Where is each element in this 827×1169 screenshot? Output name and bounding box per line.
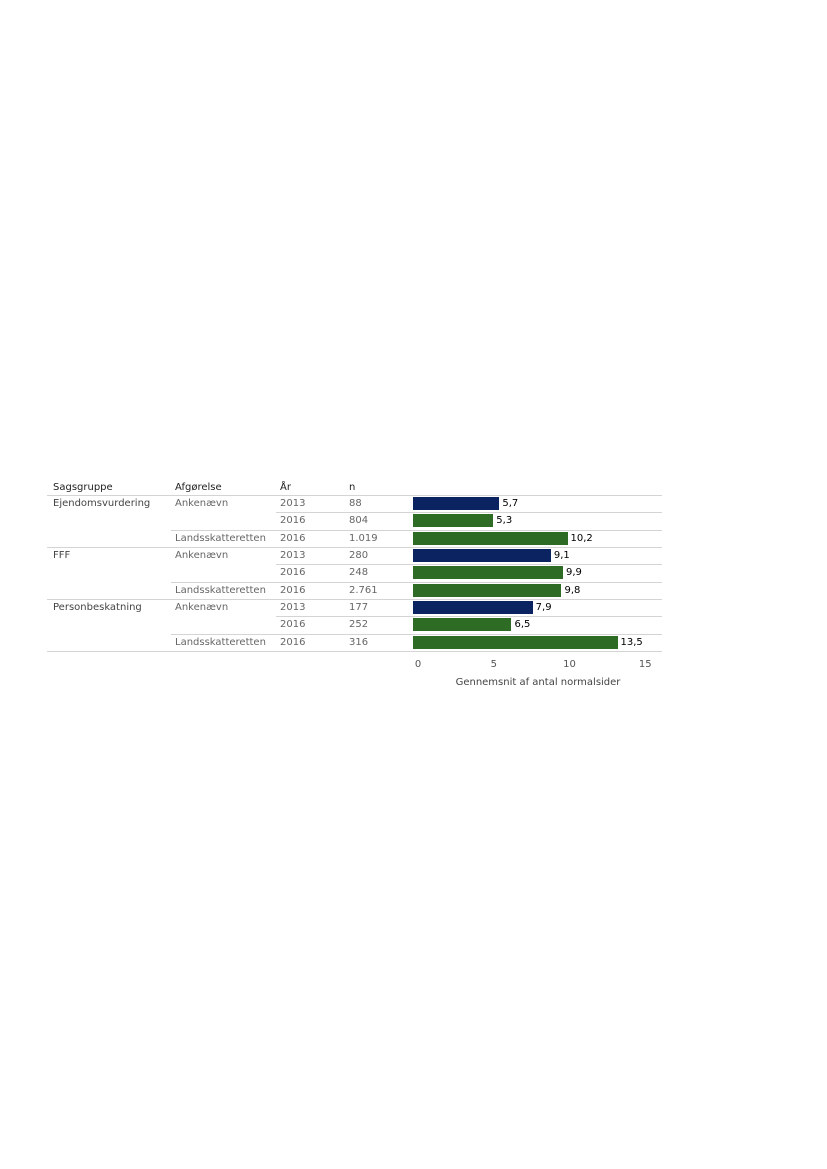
cell-decision: Ankenævn <box>175 498 229 509</box>
header-afgoerelse: Afgørelse <box>175 482 222 493</box>
data-label: 13,5 <box>620 636 643 648</box>
row-separator <box>171 581 662 583</box>
cell-year: 2016 <box>280 567 306 579</box>
cell-year: 2016 <box>280 532 306 544</box>
data-label: 7,9 <box>535 602 552 614</box>
cell-n: 804 <box>349 515 369 527</box>
bar <box>413 531 568 545</box>
row-separator <box>276 564 662 566</box>
cell-decision: Ankenævn <box>175 602 229 614</box>
bar <box>413 601 533 615</box>
cell-decision: Landsskatteretten <box>175 584 266 596</box>
cell-group: Personbeskatning <box>53 602 142 614</box>
row-separator <box>47 547 662 549</box>
bar <box>413 514 494 528</box>
bar <box>413 635 618 649</box>
bar <box>413 583 562 597</box>
cell-n: 2.761 <box>349 584 378 596</box>
cell-n: 88 <box>349 498 362 509</box>
cell-decision: Landsskatteretten <box>175 636 266 648</box>
data-label: 5,7 <box>502 498 519 509</box>
x-tick-label: 15 <box>638 659 652 670</box>
row-separator <box>171 529 662 531</box>
cell-decision: Ankenævn <box>175 550 229 562</box>
data-label: 9,8 <box>564 584 581 596</box>
cell-n: 316 <box>349 636 369 648</box>
cell-n: 177 <box>349 602 369 614</box>
cell-decision: Landsskatteretten <box>175 532 266 544</box>
cell-group: FFF <box>53 550 71 562</box>
bar <box>413 618 512 632</box>
cell-group: Ejendomsvurdering <box>53 498 151 509</box>
row-separator <box>47 495 662 496</box>
cell-year: 2016 <box>280 515 306 527</box>
header-aar: År <box>280 482 291 493</box>
bar <box>413 497 500 510</box>
cell-year: 2013 <box>280 550 306 562</box>
data-label: 9,1 <box>553 550 570 562</box>
x-tick-label: 5 <box>490 659 497 670</box>
row-separator <box>276 616 662 618</box>
data-label: 10,2 <box>570 532 593 544</box>
header-sagsgruppe: Sagsgruppe <box>53 482 113 493</box>
x-tick-label: 10 <box>563 659 576 670</box>
cell-year: 2013 <box>280 602 306 614</box>
header-n: n <box>349 482 356 493</box>
cell-year: 2013 <box>280 498 306 509</box>
cell-n: 280 <box>349 550 369 562</box>
cell-n: 1.019 <box>349 532 378 544</box>
x-tick-label: 0 <box>414 659 422 670</box>
cell-n: 248 <box>349 567 369 579</box>
data-label: 5,3 <box>496 515 513 527</box>
data-label: 9,9 <box>565 567 582 579</box>
cell-year: 2016 <box>280 584 306 596</box>
data-label: 6,5 <box>514 619 531 631</box>
row-separator <box>276 512 662 514</box>
table-bottom-line <box>47 651 662 653</box>
bar <box>413 566 563 580</box>
cell-year: 2016 <box>280 619 306 631</box>
bar <box>413 549 551 563</box>
row-separator <box>171 633 662 635</box>
cell-n: 252 <box>349 619 369 631</box>
x-axis-label: Gennemsnit af antal normalsider <box>455 677 621 688</box>
row-separator <box>47 599 662 601</box>
cell-year: 2016 <box>280 636 306 648</box>
